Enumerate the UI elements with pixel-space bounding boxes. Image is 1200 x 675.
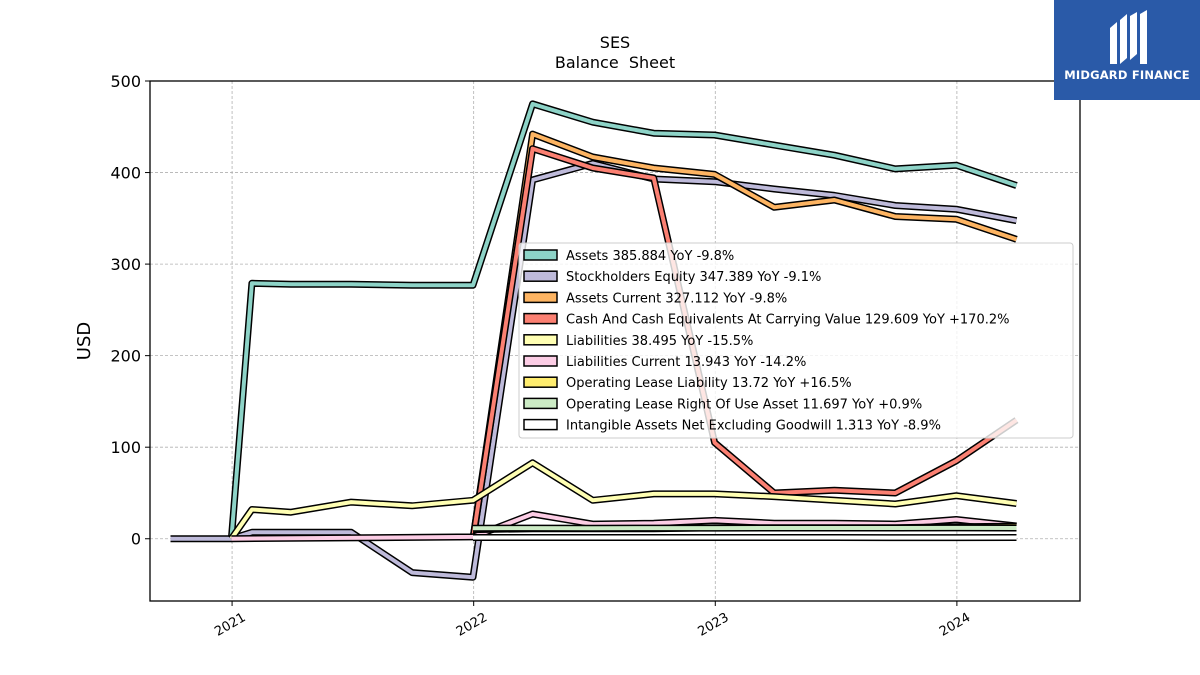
y-axis: 0 100 200 300 400 500 xyxy=(110,72,150,549)
legend-label: Operating Lease Right Of Use Asset 11.69… xyxy=(566,397,922,412)
x-tick-label: 2024 xyxy=(937,610,973,640)
chart-subtitle: Balance Sheet xyxy=(555,53,675,72)
y-tick-label: 500 xyxy=(110,72,141,91)
legend-label: Intangible Assets Net Excluding Goodwill… xyxy=(566,419,941,434)
legend-swatch xyxy=(523,355,558,367)
x-tick-label: 2023 xyxy=(695,610,731,640)
y-tick-label: 300 xyxy=(110,255,141,274)
legend-swatch xyxy=(523,312,558,325)
legend-item: Assets Current 327.112 YoY -9.8% xyxy=(523,291,787,306)
y-tick-label: 0 xyxy=(131,530,141,549)
legend-label: Cash And Cash Equivalents At Carrying Va… xyxy=(566,313,1009,328)
series-line xyxy=(228,459,1017,541)
y-tick-label: 400 xyxy=(110,164,141,183)
y-axis-label: USD xyxy=(74,322,95,360)
brand-logo: MIDGARD FINANCE xyxy=(1054,0,1200,100)
series-line xyxy=(170,159,1018,581)
legend-item: Liabilities 38.495 YoY -15.5% xyxy=(523,334,753,349)
legend-swatch xyxy=(523,418,558,431)
series-line-stroke xyxy=(229,460,1017,540)
midgard-m-logo-icon xyxy=(1110,10,1147,64)
legend-item: Assets 385.884 YoY -9.8% xyxy=(523,249,734,264)
legend-swatch xyxy=(523,249,558,261)
legend-item: Cash And Cash Equivalents At Carrying Va… xyxy=(523,312,1009,328)
y-tick-label: 200 xyxy=(110,347,141,366)
legend-box xyxy=(518,242,1074,439)
series-line xyxy=(231,510,1017,543)
x-axis: 2021 2022 2023 2024 xyxy=(212,601,973,640)
series-line xyxy=(227,100,1018,539)
x-tick-label: 2022 xyxy=(454,610,490,640)
legend-item: Operating Lease Right Of Use Asset 11.69… xyxy=(523,397,922,412)
legend-swatch xyxy=(523,376,558,388)
series-line-stroke xyxy=(229,101,1018,539)
legend-swatch xyxy=(523,270,558,282)
legend-swatch xyxy=(523,291,558,304)
legend-label: Assets Current 327.112 YoY -9.8% xyxy=(566,291,787,306)
series-line-stroke xyxy=(170,161,1017,580)
x-tick-label: 2021 xyxy=(212,610,248,640)
plot-area-frame xyxy=(149,80,1081,602)
legend-item: Operating Lease Liability 13.72 YoY +16.… xyxy=(523,376,852,391)
legend-label: Stockholders Equity 347.389 YoY -9.1% xyxy=(566,270,821,285)
legend-label: Operating Lease Liability 13.72 YoY +16.… xyxy=(566,376,852,391)
legend-label: Liabilities Current 13.943 YoY -14.2% xyxy=(566,355,806,370)
legend-swatch xyxy=(523,334,558,346)
series-line-stroke xyxy=(471,146,1018,540)
brand-name: MIDGARD FINANCE xyxy=(1064,68,1190,82)
series-line-stroke xyxy=(231,512,1017,541)
series-lines xyxy=(170,100,1019,581)
y-tick-label: 100 xyxy=(110,438,141,457)
legend-label: Liabilities 38.495 YoY -15.5% xyxy=(566,334,753,349)
series-line-stroke xyxy=(471,132,1018,539)
legend-item: Intangible Assets Net Excluding Goodwill… xyxy=(523,418,941,434)
legend: Assets 385.884 YoY -9.8% Stockholders Equ… xyxy=(518,242,1074,439)
legend-swatch xyxy=(523,397,558,410)
legend-label: Assets 385.884 YoY -9.8% xyxy=(566,249,734,264)
legend-item: Liabilities Current 13.943 YoY -14.2% xyxy=(523,355,806,370)
series-line xyxy=(469,145,1019,540)
chart-title: SES xyxy=(600,33,630,52)
series-line xyxy=(469,130,1018,540)
legend-item: Stockholders Equity 347.389 YoY -9.1% xyxy=(523,270,821,285)
